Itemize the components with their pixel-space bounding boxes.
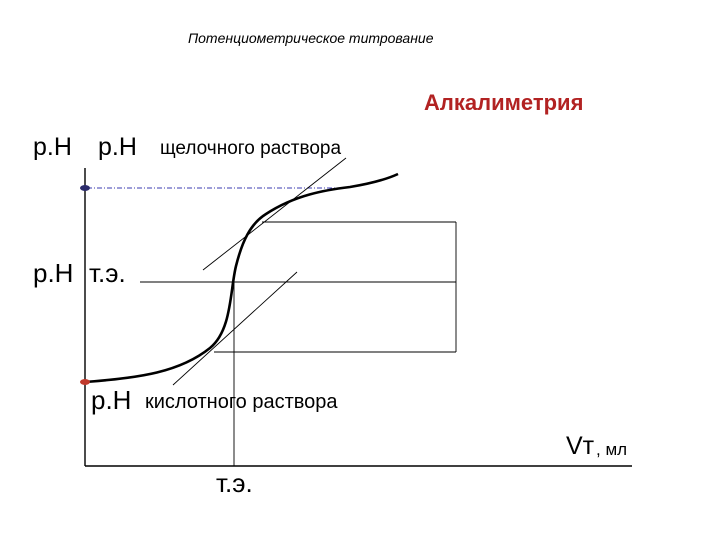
- ph-axis-label: p.H: [33, 133, 72, 161]
- eq-ph-suffix: т.э.: [89, 258, 126, 288]
- x-axis-unit: , мл: [596, 440, 628, 459]
- alkaline-ph-point: [80, 185, 90, 191]
- eq-point-label: т.э.: [216, 468, 253, 498]
- alkaline-solution-label: щелочного раствора: [160, 138, 342, 159]
- acid-ph-label: p.H: [91, 385, 132, 415]
- eq-ph-label: p.H: [33, 258, 74, 288]
- acid-solution-label: кислотного раствора: [145, 391, 338, 413]
- upper-tangent-line: [202, 157, 347, 271]
- acid-ph-point: [80, 379, 90, 385]
- titration-curve: [84, 172, 399, 384]
- lower-tangent-line: [172, 271, 298, 386]
- page-title: Потенциометрическое титрование: [188, 30, 434, 46]
- x-axis-label: Vт: [566, 432, 595, 460]
- alkaline-ph-label: p.H: [98, 133, 137, 161]
- section-title: Алкалиметрия: [424, 90, 584, 115]
